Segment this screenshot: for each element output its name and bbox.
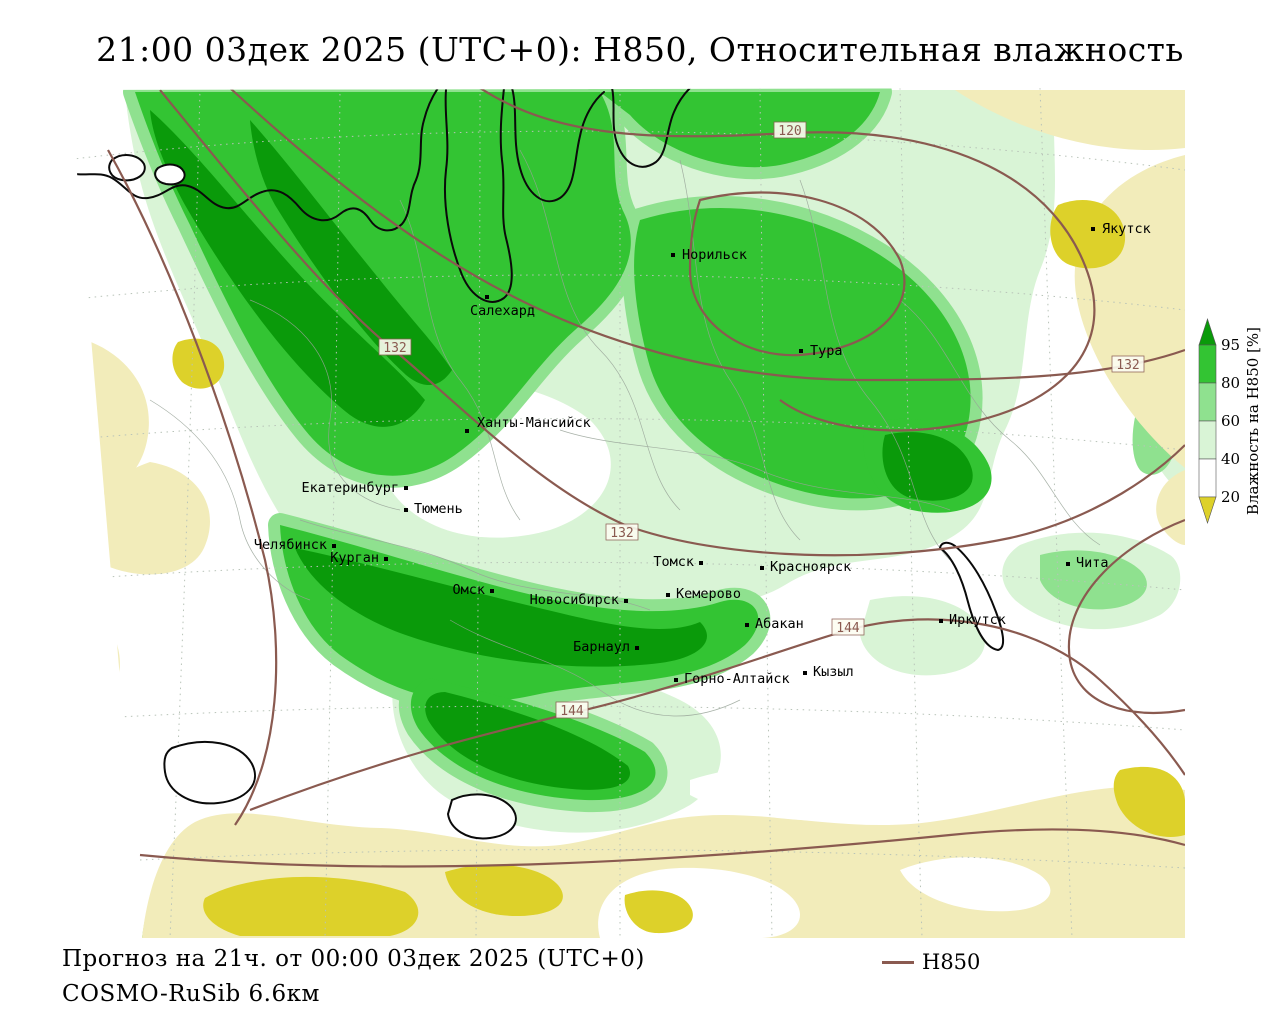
city-marker — [1091, 227, 1095, 231]
city-marker — [465, 429, 469, 433]
city-label: Екатеринбург — [301, 480, 399, 496]
coastline-layer — [70, 88, 1004, 840]
contour-label: 132 — [1116, 358, 1139, 373]
city-marker — [404, 508, 408, 512]
city-marker — [384, 557, 388, 561]
h850-legend-label: H850 — [922, 950, 981, 974]
contour-label-box — [1111, 355, 1145, 373]
graticule-layer — [70, 88, 1185, 938]
city-label: Челябинск — [254, 537, 327, 553]
contour-label: 132 — [383, 341, 406, 356]
city-marker — [635, 646, 639, 650]
city-marker — [485, 295, 489, 299]
city-marker — [332, 544, 336, 548]
island — [154, 163, 186, 186]
colorbar-tick-label: 40 — [1221, 450, 1240, 468]
yamal-coast — [261, 88, 439, 232]
city-label: Красноярск — [770, 559, 851, 575]
contour-label-layer: 120 132 132 132 144 144 — [378, 121, 1145, 719]
contour-label: 120 — [778, 124, 801, 139]
colorbar-segment — [1198, 344, 1217, 384]
contour-label-box — [605, 523, 639, 541]
city-marker — [803, 671, 807, 675]
city-label: Омск — [452, 582, 485, 598]
colorbar-tick-label: 80 — [1221, 374, 1240, 392]
contour-label: 132 — [610, 526, 633, 541]
city-label: Якутск — [1102, 221, 1151, 237]
h850-line-sample — [882, 960, 914, 964]
city-marker — [671, 253, 675, 257]
city-label: Салехард — [470, 303, 535, 319]
contour-label-box — [773, 121, 807, 139]
city-marker — [404, 486, 408, 490]
city-marker — [939, 619, 943, 623]
lake-southwest — [163, 741, 256, 805]
map-area: 120 132 132 132 144 144 Норильск Якутск Салехар… — [70, 88, 1185, 938]
colorbar-tick-label: 95 — [1221, 336, 1240, 354]
city-label: Иркутск — [949, 612, 1006, 628]
humidity-colorbar: Влажность на H850 [%] 95 80 60 40 20 — [1198, 318, 1262, 524]
city-label: Курган — [330, 550, 379, 566]
colorbar-tick-label: 60 — [1221, 412, 1240, 430]
city-layer: Норильск Якутск Салехард Тура Ханты-Мансийск… — [254, 221, 1151, 687]
city-label: Тюмень — [414, 501, 463, 517]
lake-south — [446, 793, 517, 840]
city-label: Тура — [810, 343, 843, 359]
city-label: Абакан — [755, 616, 804, 632]
model-caption: COSMO-RuSib 6.6км — [62, 981, 320, 1007]
humidity-fill-layer — [70, 88, 1185, 938]
arctic-coastline — [70, 171, 263, 210]
city-label: Чита — [1076, 555, 1109, 571]
city-marker — [745, 623, 749, 627]
contour-label-box — [555, 701, 589, 719]
ob-bay-coast — [443, 88, 513, 303]
city-label: Кемерово — [676, 586, 741, 602]
city-marker — [674, 678, 678, 682]
colorbar-segment — [1198, 420, 1217, 460]
colorbar-title: Влажность на H850 [%] — [1244, 327, 1262, 515]
contour-label-box — [378, 338, 412, 356]
city-marker — [799, 349, 803, 353]
forecast-caption: Прогноз на 21ч. от 00:00 03дек 2025 (UTC… — [62, 946, 645, 972]
contour-legend: H850 — [882, 950, 980, 974]
colorbar-top-triangle — [1198, 318, 1217, 346]
colorbar-segment — [1198, 458, 1217, 498]
city-label: Горно-Алтайск — [684, 671, 790, 687]
colorbar-tick-label: 20 — [1221, 488, 1240, 506]
city-marker — [760, 566, 764, 570]
lake-baikal — [938, 541, 1004, 652]
city-marker — [1066, 562, 1070, 566]
island — [108, 154, 146, 182]
colorbar-bottom-triangle — [1198, 496, 1217, 524]
city-label: Кызыл — [813, 664, 854, 680]
taz-bay-coast — [511, 88, 605, 203]
colorbar-segment — [1198, 382, 1217, 422]
contour-label-box — [831, 618, 865, 636]
city-label: Томск — [653, 554, 694, 570]
contour-label: 144 — [560, 704, 584, 719]
city-label: Норильск — [682, 247, 747, 263]
yenisei-gulf-coast — [611, 88, 691, 168]
city-marker — [666, 593, 670, 597]
page-title: 21:00 03дек 2025 (UTC+0): H850, Относите… — [96, 30, 1184, 69]
city-marker — [490, 589, 494, 593]
city-label: Ханты-Мансийск — [477, 415, 591, 431]
city-label: Новосибирск — [530, 592, 619, 608]
admin-boundaries-layer — [149, 149, 1101, 717]
city-marker — [624, 599, 628, 603]
city-marker — [699, 561, 703, 565]
city-label: Барнаул — [573, 639, 630, 655]
contour-label: 144 — [836, 621, 860, 636]
